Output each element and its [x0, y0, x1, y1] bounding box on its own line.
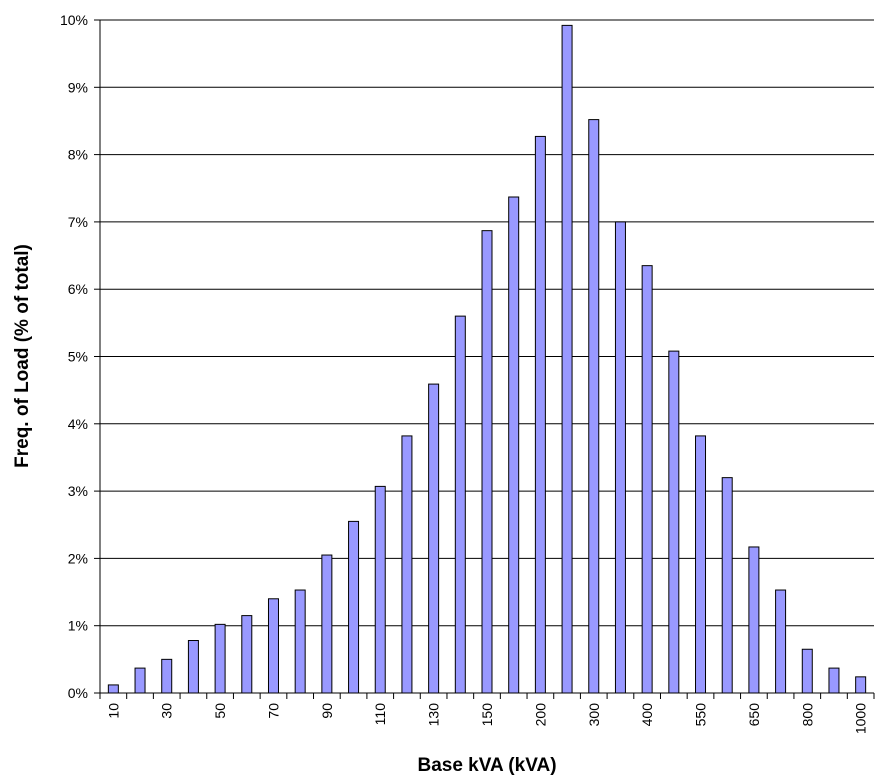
bar: [348, 520, 360, 694]
bar: [294, 589, 306, 694]
bar: [561, 24, 573, 694]
bar: [668, 350, 680, 694]
bar: [508, 196, 520, 694]
bar: [801, 648, 813, 694]
x-tick-label: 550: [693, 703, 709, 727]
x-axis-title: Base kVA (kVA): [417, 755, 556, 776]
y-tick-label: 8%: [68, 147, 88, 163]
x-tick-label: 90: [319, 703, 335, 719]
bar: [534, 135, 546, 694]
y-tick-label: 5%: [68, 349, 88, 365]
x-tick-label: 10: [105, 703, 121, 719]
bar: [321, 554, 333, 694]
bar: [855, 676, 867, 694]
bar: [614, 221, 626, 694]
bar: [161, 658, 173, 694]
bar: [107, 684, 119, 694]
bar: [695, 435, 707, 694]
x-tick-label: 150: [479, 703, 495, 727]
y-tick-label: 1%: [68, 618, 88, 634]
x-tick-label: 200: [532, 703, 548, 727]
x-tick-label: 70: [265, 703, 281, 719]
bar: [641, 265, 653, 694]
y-tick-label: 6%: [68, 281, 88, 297]
y-tick-label: 7%: [68, 214, 88, 230]
y-tick-label: 3%: [68, 483, 88, 499]
bar: [481, 230, 493, 694]
x-tick-label: 800: [799, 703, 815, 727]
bar: [428, 383, 440, 694]
bar: [134, 667, 146, 694]
bar: [267, 598, 279, 694]
x-tick-label: 400: [639, 703, 655, 727]
bar: [828, 667, 840, 694]
bar: [588, 119, 600, 694]
bar: [187, 640, 199, 694]
y-tick-label: 2%: [68, 550, 88, 566]
x-tick-label: 130: [426, 703, 442, 727]
bar: [454, 315, 466, 694]
y-axis-title: Freq. of Load (% of total): [12, 244, 33, 468]
bar: [374, 485, 386, 694]
x-tick-label: 1000: [853, 703, 869, 734]
x-tick-label: 30: [159, 703, 175, 719]
x-tick-label: 300: [586, 703, 602, 727]
y-tick-label: 9%: [68, 79, 88, 95]
bar: [401, 435, 413, 694]
x-tick-label: 50: [212, 703, 228, 719]
bar: [775, 589, 787, 694]
bar: [214, 623, 226, 694]
bar: [748, 546, 760, 694]
y-tick-label: 4%: [68, 416, 88, 432]
y-tick-label: 10%: [60, 12, 88, 28]
bar: [721, 477, 733, 694]
x-tick-label: 110: [372, 703, 388, 726]
x-tick-label: 650: [746, 703, 762, 727]
y-tick-label: 0%: [68, 685, 88, 701]
bar: [241, 615, 253, 694]
